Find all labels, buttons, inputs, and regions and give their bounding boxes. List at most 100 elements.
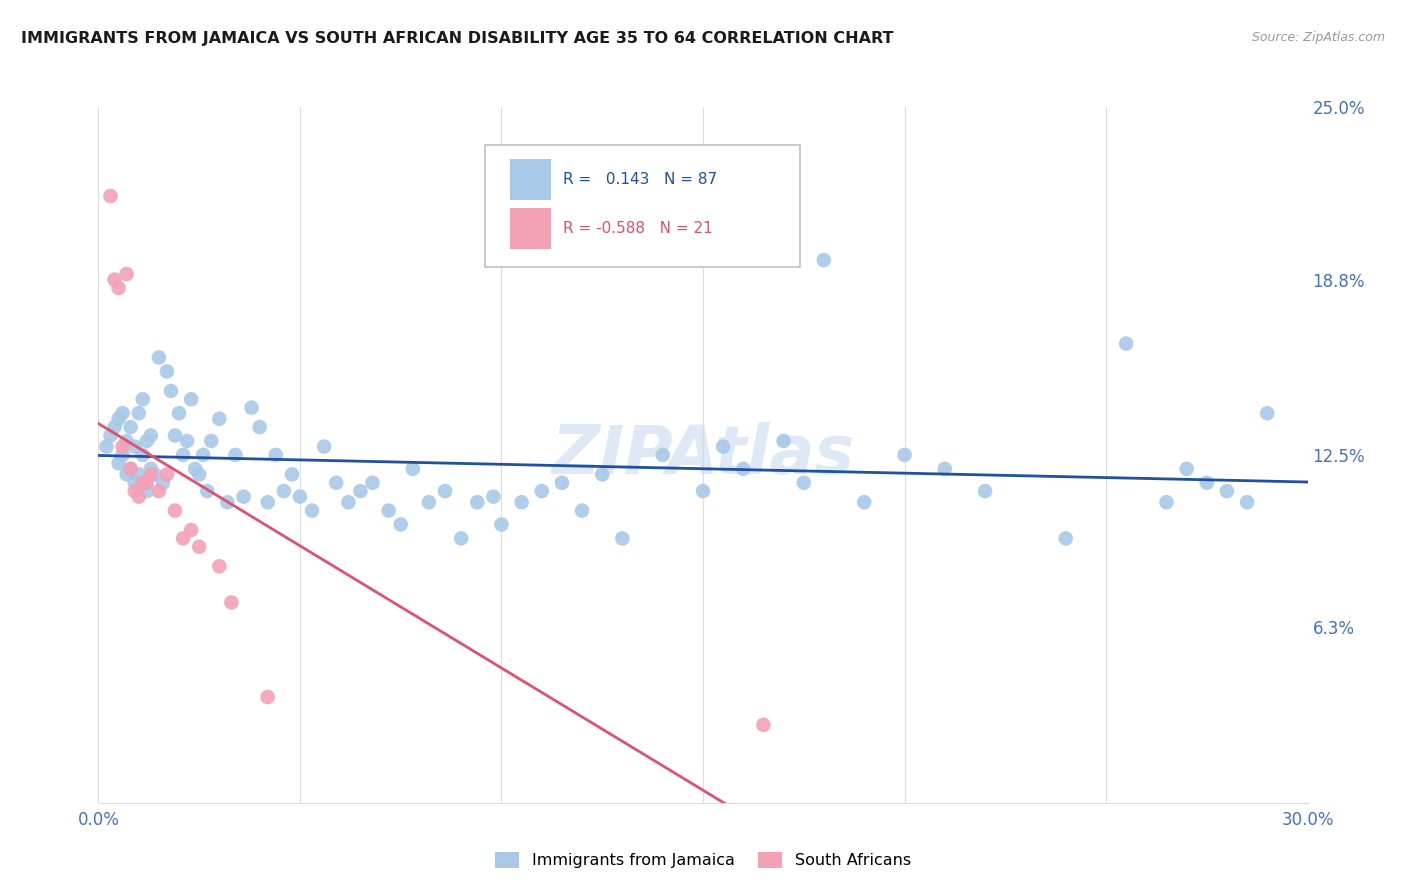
Point: [281, 467, 304, 482]
Point: [288, 490, 311, 504]
Point: [1236, 495, 1258, 509]
Point: [180, 392, 202, 407]
Point: [612, 532, 634, 546]
Point: [100, 189, 122, 203]
Point: [530, 484, 553, 499]
Point: [651, 448, 673, 462]
Text: ZIPAtlas: ZIPAtlas: [551, 422, 855, 488]
Point: [111, 440, 134, 454]
Point: [100, 428, 122, 442]
Point: [188, 540, 211, 554]
Point: [551, 475, 574, 490]
Point: [349, 484, 371, 499]
Point: [752, 718, 775, 732]
Point: [240, 401, 263, 415]
FancyBboxPatch shape: [509, 208, 551, 249]
Point: [135, 475, 157, 490]
Point: [139, 467, 162, 482]
Point: [733, 462, 755, 476]
Point: [450, 532, 472, 546]
Point: [156, 467, 179, 482]
Point: [418, 495, 440, 509]
Point: [402, 462, 425, 476]
Point: [132, 392, 155, 407]
Point: [692, 484, 714, 499]
Point: [208, 559, 231, 574]
Point: [591, 467, 613, 482]
Point: [893, 448, 915, 462]
Point: [120, 420, 142, 434]
Point: [314, 440, 336, 454]
Text: IMMIGRANTS FROM JAMAICA VS SOUTH AFRICAN DISABILITY AGE 35 TO 64 CORRELATION CHA: IMMIGRANTS FROM JAMAICA VS SOUTH AFRICAN…: [21, 31, 894, 46]
Point: [167, 406, 190, 420]
Point: [160, 384, 183, 398]
Point: [163, 503, 186, 517]
Point: [103, 272, 125, 286]
Point: [301, 503, 323, 517]
Text: R = -0.588   N = 21: R = -0.588 N = 21: [562, 220, 713, 235]
Point: [124, 484, 146, 499]
Point: [389, 517, 412, 532]
Point: [148, 351, 170, 365]
Point: [156, 364, 179, 378]
Point: [1195, 475, 1218, 490]
Point: [163, 428, 186, 442]
Point: [132, 448, 155, 462]
Point: [195, 484, 218, 499]
Point: [1156, 495, 1178, 509]
Point: [107, 411, 129, 425]
Point: [325, 475, 347, 490]
Point: [377, 503, 399, 517]
Point: [1115, 336, 1137, 351]
Point: [491, 517, 513, 532]
Point: [135, 484, 157, 499]
Point: [128, 467, 150, 482]
Text: R =   0.143   N = 87: R = 0.143 N = 87: [562, 172, 717, 187]
Point: [232, 490, 254, 504]
Point: [132, 475, 155, 490]
Point: [256, 690, 278, 704]
Point: [176, 434, 198, 448]
Point: [249, 420, 271, 434]
Point: [180, 523, 202, 537]
Legend: Immigrants from Jamaica, South Africans: Immigrants from Jamaica, South Africans: [488, 846, 918, 875]
FancyBboxPatch shape: [509, 159, 551, 200]
Point: [115, 267, 138, 281]
Point: [115, 467, 138, 482]
Point: [813, 253, 835, 268]
Point: [256, 495, 278, 509]
Point: [96, 440, 118, 454]
Point: [152, 475, 174, 490]
Point: [772, 434, 794, 448]
Point: [337, 495, 360, 509]
Point: [139, 462, 162, 476]
Point: [853, 495, 876, 509]
Point: [135, 434, 157, 448]
Point: [139, 428, 162, 442]
Point: [1216, 484, 1239, 499]
Point: [1054, 532, 1077, 546]
Point: [111, 448, 134, 462]
Point: [124, 440, 146, 454]
Point: [482, 490, 505, 504]
Point: [115, 434, 138, 448]
Point: [1175, 462, 1198, 476]
Point: [510, 495, 533, 509]
Point: [120, 462, 142, 476]
Point: [107, 456, 129, 470]
Point: [465, 495, 488, 509]
Point: [793, 475, 815, 490]
Point: [128, 490, 150, 504]
Point: [188, 467, 211, 482]
Point: [107, 281, 129, 295]
Point: [934, 462, 956, 476]
Point: [264, 448, 287, 462]
Point: [148, 484, 170, 499]
Point: [208, 411, 231, 425]
Point: [124, 475, 146, 490]
Point: [361, 475, 384, 490]
Point: [184, 462, 207, 476]
Point: [1256, 406, 1278, 420]
Point: [193, 448, 215, 462]
Point: [120, 462, 142, 476]
